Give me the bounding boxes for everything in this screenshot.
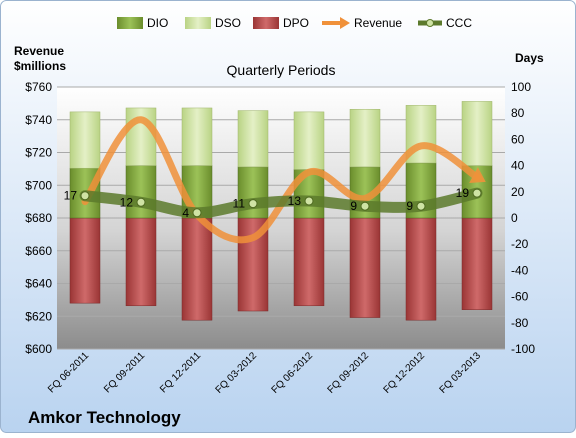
left-tick-label: $600: [25, 342, 52, 356]
left-tick-label: $620: [25, 309, 52, 323]
bar-dso: [350, 109, 380, 167]
ccc-data-label: 19: [456, 186, 470, 200]
ccc-point: [361, 202, 369, 210]
ccc-point: [305, 197, 313, 205]
ccc-point: [137, 198, 145, 206]
bar-dso: [182, 108, 212, 166]
right-tick-label: 20: [511, 185, 525, 199]
right-tick-label: 100: [511, 80, 531, 94]
right-tick-label: -20: [511, 237, 529, 251]
bar-dso: [294, 112, 324, 170]
bar-dpo: [126, 218, 156, 306]
bar-dso: [462, 101, 492, 165]
legend-label-dio: DIO: [147, 16, 168, 30]
right-tick-label: -40: [511, 263, 529, 277]
ccc-data-label: 9: [406, 199, 413, 213]
right-tick-label: 60: [511, 132, 525, 146]
left-tick-label: $740: [25, 113, 52, 127]
ccc-data-label: 9: [350, 199, 357, 213]
right-tick-label: -100: [511, 342, 535, 356]
left-tick-label: $760: [25, 80, 52, 94]
right-tick-label: 80: [511, 106, 525, 120]
ccc-data-label: 11: [233, 197, 246, 211]
right-tick-label: -60: [511, 290, 529, 304]
legend-marker-ccc: [427, 20, 434, 27]
bar-dio: [126, 166, 156, 218]
legend-label-dpo: DPO: [283, 16, 309, 30]
right-tick-label: 0: [511, 211, 518, 225]
left-tick-label: $660: [25, 244, 52, 258]
ccc-point: [417, 202, 425, 210]
bar-dpo: [70, 218, 100, 303]
legend-label-ccc: CCC: [446, 16, 472, 30]
legend-swatch-dio: [117, 17, 143, 29]
bar-dso: [70, 112, 100, 168]
legend-swatch-dpo: [253, 17, 279, 29]
legend-label-revenue: Revenue: [354, 16, 402, 30]
ccc-data-label: 13: [288, 194, 302, 208]
bar-dso: [238, 111, 268, 167]
ccc-point: [81, 192, 89, 200]
ccc-point: [249, 200, 257, 208]
left-axis-title-line2: $millions: [14, 59, 66, 73]
right-tick-label: 40: [511, 159, 525, 173]
bar-dpo: [350, 218, 380, 318]
legend-swatch-dso: [185, 17, 211, 29]
right-axis-title: Days: [515, 51, 544, 65]
bar-dpo: [406, 218, 436, 320]
ccc-point: [193, 209, 201, 217]
legend-label-dso: DSO: [215, 16, 241, 30]
right-tick-label: -80: [511, 316, 529, 330]
left-tick-label: $720: [25, 146, 52, 160]
left-tick-label: $700: [25, 178, 52, 192]
left-tick-label: $680: [25, 211, 52, 225]
ccc-data-label: 12: [120, 195, 134, 209]
chart-title: Quarterly Periods: [227, 62, 336, 78]
left-axis-title-line1: Revenue: [14, 44, 64, 58]
left-axis-ticks: $600 $620 $640 $660 $680 $700 $720 $740 $760: [25, 80, 52, 356]
bar-dpo: [182, 218, 212, 320]
bar-dpo: [462, 218, 492, 310]
left-tick-label: $640: [25, 277, 52, 291]
company-name: Amkor Technology: [28, 408, 181, 427]
ccc-data-label: 17: [64, 189, 78, 203]
bar-dpo: [294, 218, 324, 306]
ccc-point: [473, 189, 481, 197]
ccc-data-label: 4: [182, 206, 189, 220]
